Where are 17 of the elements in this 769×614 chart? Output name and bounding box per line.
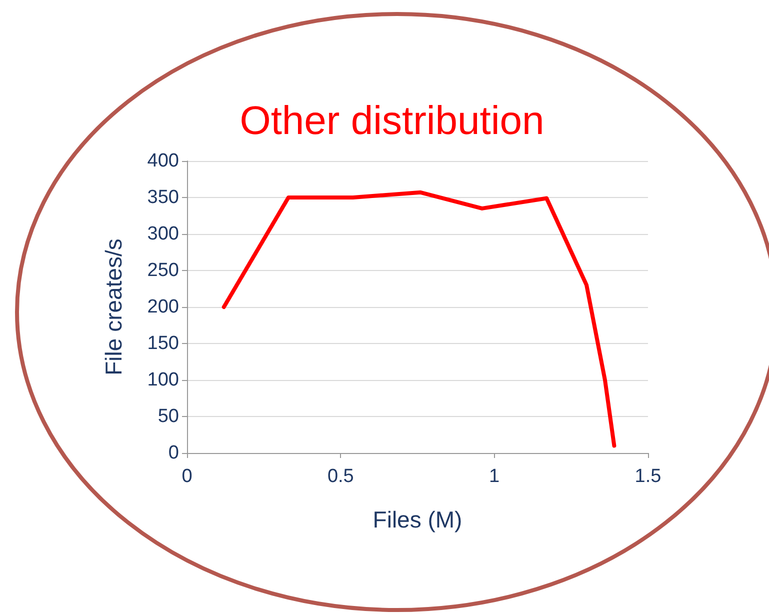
x-tick-label: 1.5 <box>634 466 662 487</box>
y-tick-label: 300 <box>147 224 179 244</box>
y-tick-label: 350 <box>147 187 179 208</box>
y-tick-label: 400 <box>147 150 179 172</box>
y-axis-title: File creates/s <box>100 238 126 376</box>
line-series <box>222 190 616 448</box>
x-axis-title: Files (M) <box>372 506 462 532</box>
y-tick-label: 150 <box>147 333 179 354</box>
y-tick-label: 0 <box>168 442 179 464</box>
y-tick-label: 100 <box>147 370 179 390</box>
chart-title: Other distribution <box>240 99 544 143</box>
x-tick-label: 1 <box>489 466 500 487</box>
y-tick-label: 200 <box>147 296 179 318</box>
x-tick-label: 0.5 <box>327 466 354 487</box>
y-tick-label: 50 <box>158 406 179 427</box>
x-tick-label: 0 <box>182 466 192 487</box>
y-tick-label: 250 <box>147 260 179 281</box>
